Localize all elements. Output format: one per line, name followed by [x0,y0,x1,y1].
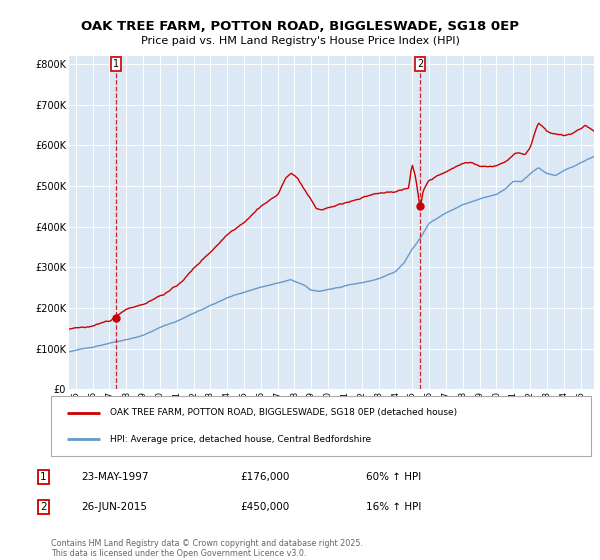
FancyBboxPatch shape [51,396,591,456]
Text: Contains HM Land Registry data © Crown copyright and database right 2025.
This d: Contains HM Land Registry data © Crown c… [51,539,363,558]
Text: 60% ↑ HPI: 60% ↑ HPI [366,472,421,482]
Text: £176,000: £176,000 [240,472,289,482]
Text: 16% ↑ HPI: 16% ↑ HPI [366,502,421,512]
Text: £450,000: £450,000 [240,502,289,512]
Text: 1: 1 [113,59,119,69]
Text: 23-MAY-1997: 23-MAY-1997 [81,472,149,482]
Text: Price paid vs. HM Land Registry's House Price Index (HPI): Price paid vs. HM Land Registry's House … [140,36,460,46]
Text: OAK TREE FARM, POTTON ROAD, BIGGLESWADE, SG18 0EP (detached house): OAK TREE FARM, POTTON ROAD, BIGGLESWADE,… [110,408,458,417]
Text: HPI: Average price, detached house, Central Bedfordshire: HPI: Average price, detached house, Cent… [110,435,371,444]
Text: OAK TREE FARM, POTTON ROAD, BIGGLESWADE, SG18 0EP: OAK TREE FARM, POTTON ROAD, BIGGLESWADE,… [81,20,519,32]
Text: 2: 2 [417,59,424,69]
Text: 1: 1 [40,472,47,482]
Text: 2: 2 [40,502,47,512]
Text: 26-JUN-2015: 26-JUN-2015 [81,502,147,512]
